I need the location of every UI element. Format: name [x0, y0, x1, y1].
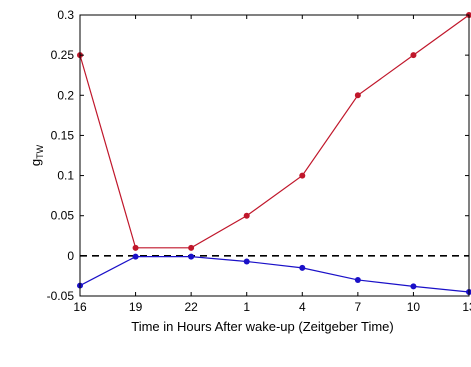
labels-layer: 16 19 22 1 4 7 10 13 -0.05 0 0.05 0.1 0.15 0.2 0.25 0.3: [47, 8, 471, 314]
y-axis-label-main: g: [28, 159, 43, 166]
y-tick-label: 0: [67, 249, 74, 263]
series-2-point: [299, 264, 306, 271]
y-tick-label: 0.25: [51, 48, 75, 62]
x-axis-label: Time in Hours After wake-up (Zeitgeber T…: [131, 319, 394, 334]
y-tick-label: 0.15: [51, 128, 75, 142]
y-tick-label: 0.2: [57, 88, 74, 102]
y-tick-label: 0.05: [51, 209, 75, 223]
series-1-point: [243, 212, 250, 219]
y-axis-label: gTW: [28, 144, 45, 166]
axes-box: [79, 14, 470, 297]
series-2-point: [354, 276, 361, 283]
x-tick-label: 1: [243, 300, 250, 314]
series-1-point: [410, 52, 417, 59]
ticks-layer: [79, 14, 470, 297]
series-2-line: [79, 256, 470, 293]
x-tick-label: 13: [462, 300, 471, 314]
x-tick-label: 22: [184, 300, 198, 314]
y-tick-label: 0.1: [57, 169, 74, 183]
series-1-point: [299, 172, 306, 179]
y-tick-label: 0.3: [57, 8, 74, 22]
series-2-point: [410, 283, 417, 290]
series-1-point: [188, 244, 195, 251]
x-tick-label: 10: [407, 300, 421, 314]
x-tick-label: 7: [355, 300, 362, 314]
series-2-point: [188, 253, 195, 260]
x-tick-label: 16: [73, 300, 87, 314]
y-tick-label: -0.05: [47, 289, 75, 303]
series-2-point: [243, 258, 250, 265]
x-tick-label: 19: [129, 300, 143, 314]
series-1-point: [132, 244, 139, 251]
y-axis-label-subscript: TW: [35, 144, 45, 158]
series-1-line: [79, 14, 470, 249]
series-1-point: [354, 92, 361, 99]
series-layer: [77, 12, 471, 295]
series-2-point: [132, 253, 139, 260]
x-tick-label: 4: [299, 300, 306, 314]
